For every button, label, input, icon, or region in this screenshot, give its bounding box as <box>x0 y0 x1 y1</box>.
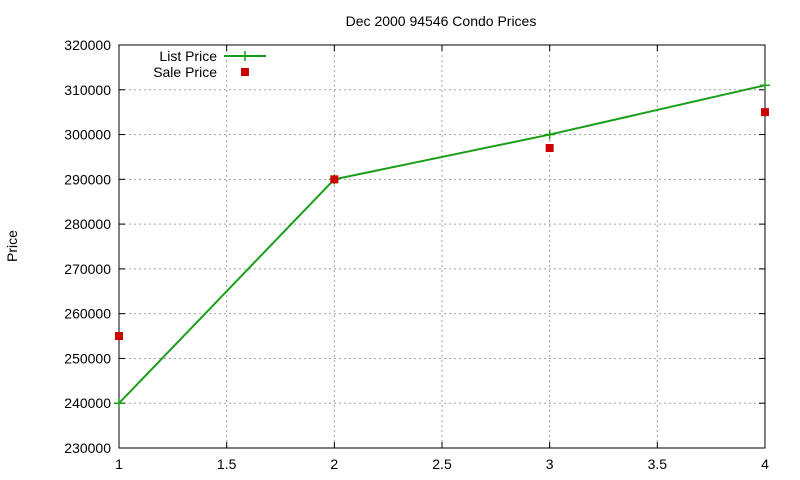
series-layer <box>114 80 770 409</box>
y-axis-label: Price <box>4 230 20 262</box>
legend-marker <box>241 68 249 76</box>
series-list-price <box>114 80 770 409</box>
x-tick-label: 2.5 <box>432 456 452 472</box>
tick-labels: 230000 240000 250000 260000 270000 280000 2900… <box>64 37 769 472</box>
y-tick-label: 270000 <box>64 261 111 277</box>
data-point <box>114 398 124 409</box>
y-tick-label: 250000 <box>64 350 111 366</box>
data-point <box>330 175 339 184</box>
data-point <box>760 80 770 91</box>
data-point <box>544 129 555 140</box>
y-tick-label: 280000 <box>64 216 111 232</box>
plot-border <box>118 44 766 449</box>
x-tick-label: 1 <box>115 456 123 472</box>
x-tick-label: 2 <box>330 456 338 472</box>
x-tick-label: 3 <box>546 456 554 472</box>
axes <box>118 44 766 449</box>
data-point <box>761 108 769 117</box>
x-tick-label: 4 <box>761 456 769 472</box>
x-tick-label: 3.5 <box>648 456 668 472</box>
chart-title: Dec 2000 94546 Condo Prices <box>346 13 537 29</box>
legend-label: Sale Price <box>153 64 217 80</box>
y-tick-label: 230000 <box>64 440 111 456</box>
legend-label: List Price <box>159 48 217 64</box>
y-tick-label: 310000 <box>64 82 111 98</box>
grid-lines <box>119 45 765 448</box>
data-point <box>115 332 123 341</box>
series-line <box>118 84 766 404</box>
data-point <box>545 143 554 152</box>
y-tick-label: 290000 <box>64 171 111 187</box>
legend-marker <box>240 51 250 61</box>
y-tick-label: 240000 <box>64 395 111 411</box>
x-tick-label: 1.5 <box>217 456 237 472</box>
y-tick-label: 260000 <box>64 306 111 322</box>
y-tick-label: 300000 <box>64 127 111 143</box>
y-tick-label: 320000 <box>64 37 111 53</box>
series-sale-price <box>115 108 769 341</box>
